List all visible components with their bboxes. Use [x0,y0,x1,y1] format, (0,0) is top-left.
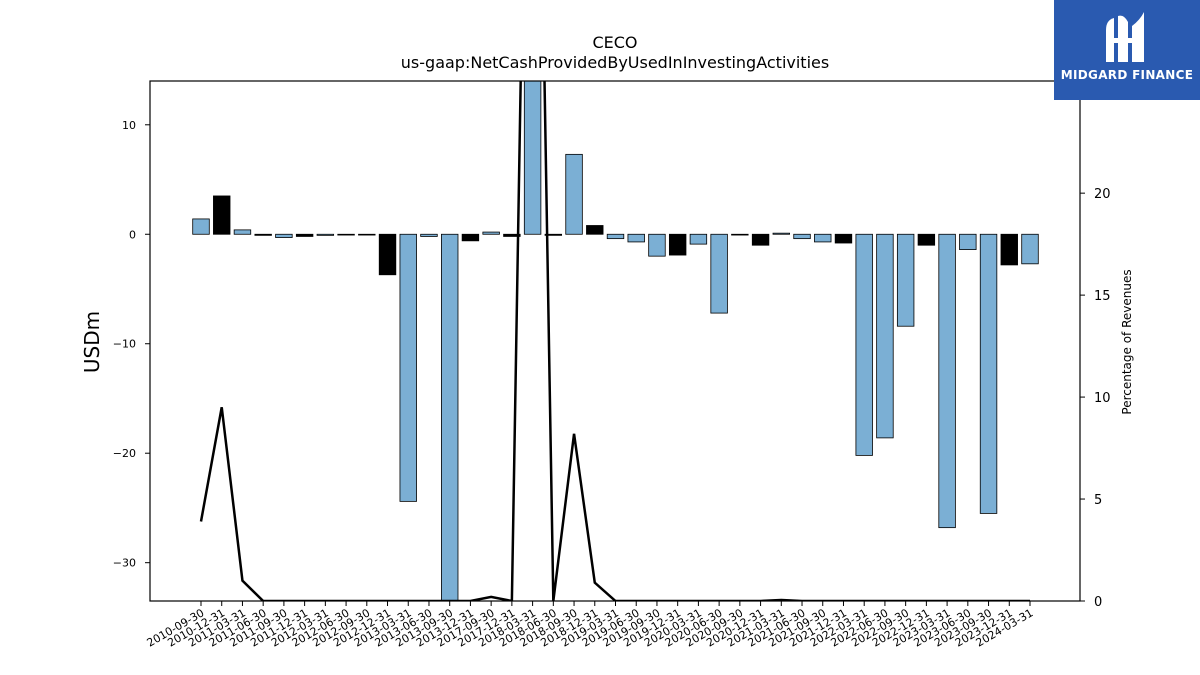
bar-2010-12-31 [213,195,231,235]
bar-2012-06-30 [337,233,355,236]
chart-title: CECO [592,33,637,52]
y2-tick-label: 15 [1094,289,1111,304]
bar-2023-09-30 [979,233,998,514]
bar-2020-03-31 [689,233,708,245]
bar-2011-03-31 [233,229,252,235]
bar-2013-06-30 [420,233,438,237]
bar-2024-03-31 [1021,233,1039,265]
bar-2011-12-31 [295,233,314,237]
midgard-logo-icon [1106,12,1144,63]
logo-text: MIDGARD FINANCE [1060,68,1194,82]
bar-2022-06-30 [876,233,894,439]
bar-2011-09-30 [275,233,293,238]
bar-2021-09-30 [814,233,832,243]
bar-2021-12-31 [834,233,853,244]
bar-2018-03-31 [523,81,542,235]
y2-tick-label: 20 [1094,187,1111,202]
bar-2013-03-31 [399,233,417,502]
bar-2021-06-30 [793,233,811,240]
bar-2020-09-30 [731,233,749,236]
bar-2012-09-30 [358,233,376,236]
bar-2013-09-30 [441,233,459,601]
bar-2018-12-31 [586,225,604,235]
bar-2023-12-31 [1000,233,1018,266]
bar-2023-06-30 [959,233,977,250]
bar-2018-09-30 [565,153,583,235]
y-tick-label: −30 [113,557,136,570]
bar-2012-12-31 [378,233,397,276]
bar-2011-06-30 [254,233,272,236]
bar-2019-09-30 [648,233,666,257]
bar-2018-06-30 [544,233,563,236]
logo: MIDGARD FINANCE [1054,0,1200,100]
y2-tick-label: 5 [1094,493,1102,508]
bar-2020-06-30 [710,233,728,314]
bar-2019-06-30 [627,233,645,243]
bar-2017-09-30 [482,231,500,235]
bar-2022-12-31 [917,233,936,246]
bar-2019-03-31 [606,233,625,240]
bar-2013-12-31 [461,233,480,242]
bar-2023-03-31 [938,233,956,529]
bar-2022-09-30 [896,233,915,327]
bar-2021-03-31 [772,232,790,235]
bar-2020-12-31 [751,233,770,246]
bar-2019-12-31 [668,233,687,256]
bar-2012-03-31 [316,233,335,236]
y2-axis-label: Percentage of Revenues [1120,269,1134,414]
y2-tick-label: 0 [1094,595,1102,610]
bar-2022-03-31 [855,233,873,456]
y-tick-label: −10 [113,338,136,351]
y-axis-label: USDm [80,311,104,373]
chart-subtitle: us-gaap:NetCashProvidedByUsedInInvesting… [401,53,829,72]
y-tick-label: 10 [122,119,136,132]
bar-2017-12-31 [503,233,521,237]
y2-tick-label: 10 [1094,391,1111,406]
bar-2010-09-30 [192,218,210,235]
y-tick-label: −20 [113,447,136,460]
y-tick-label: 0 [129,228,136,241]
